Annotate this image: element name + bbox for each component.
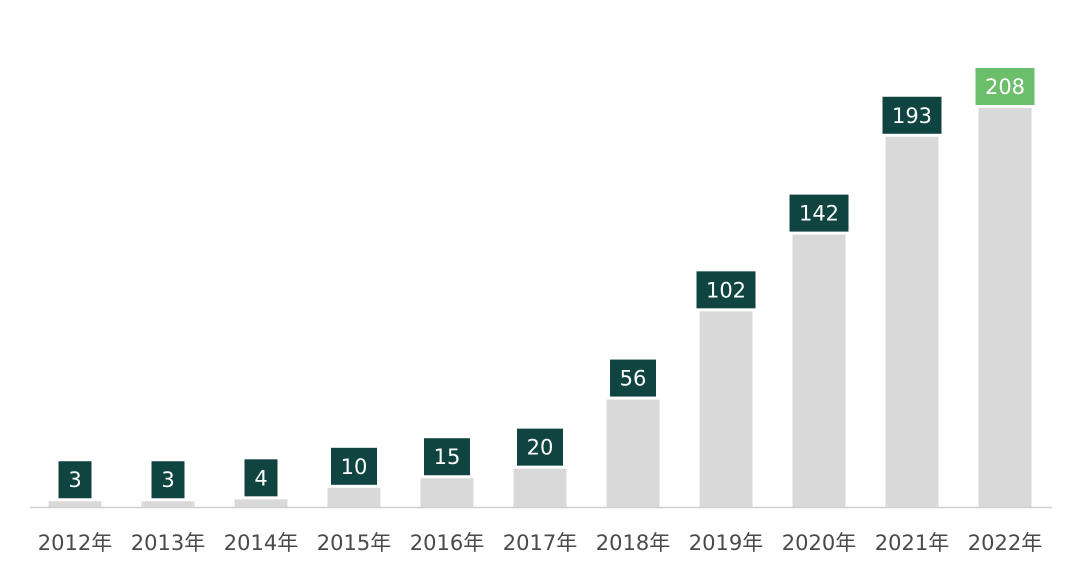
data-label-box xyxy=(58,461,92,499)
x-tick-label: 2017年 xyxy=(503,531,577,555)
x-tick-label: 2014年 xyxy=(224,531,298,555)
x-tick-label: 2019年 xyxy=(689,531,763,555)
data-label: 20 xyxy=(527,436,554,460)
data-label-box xyxy=(424,438,470,476)
bar-2016年 xyxy=(420,478,474,507)
data-label-box xyxy=(517,428,563,466)
data-label: 102 xyxy=(706,278,746,302)
data-label: 4 xyxy=(254,466,267,490)
data-label-box xyxy=(151,461,185,499)
x-tick-label: 2022年 xyxy=(968,531,1042,555)
bar-2014年 xyxy=(234,499,288,507)
data-label: 56 xyxy=(620,367,647,391)
data-label: 193 xyxy=(892,104,932,128)
data-label-box xyxy=(610,359,656,397)
bar-2018年 xyxy=(606,399,660,507)
bar-2015年 xyxy=(327,487,381,507)
data-label-box xyxy=(331,447,377,485)
data-label: 15 xyxy=(434,445,461,469)
x-tick-label: 2020年 xyxy=(782,531,856,555)
data-label: 10 xyxy=(341,455,368,479)
x-tick-label: 2013年 xyxy=(131,531,205,555)
x-tick-label: 2015年 xyxy=(317,531,391,555)
x-tick-label: 2018年 xyxy=(596,531,670,555)
x-tick-label: 2021年 xyxy=(875,531,949,555)
bar-2020年 xyxy=(792,234,846,507)
data-label-box xyxy=(244,459,278,497)
x-tick-label: 2012年 xyxy=(38,531,112,555)
data-label-box xyxy=(789,194,849,232)
x-tick-labels-layer: 2012年 2013年 2014年 2015年 2016年 2017年 2018年 2019年… xyxy=(38,531,1042,555)
data-label: 142 xyxy=(799,202,839,226)
bars-layer xyxy=(48,108,1032,507)
bar-2019年 xyxy=(699,311,753,507)
bar-2022年 xyxy=(978,108,1032,507)
data-label-box xyxy=(696,271,756,309)
bar-2021年 xyxy=(885,136,939,507)
bar-2013年 xyxy=(141,501,195,507)
data-labels-layer: 3 3 4 10 15 20 56 102 142 193 208 xyxy=(58,68,1035,499)
data-label: 3 xyxy=(68,468,81,492)
x-tick-label: 2016年 xyxy=(410,531,484,555)
data-label-box xyxy=(975,68,1035,105)
data-label: 3 xyxy=(161,468,174,492)
data-label: 208 xyxy=(985,75,1025,99)
bar-2012年 xyxy=(48,501,102,507)
data-label-box xyxy=(882,96,942,134)
bar-2017年 xyxy=(513,468,567,507)
